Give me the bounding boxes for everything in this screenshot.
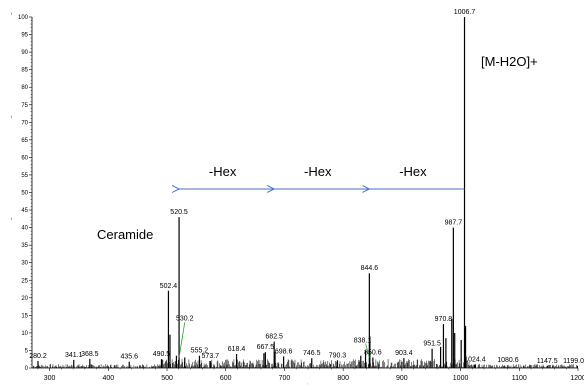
peak-label: 838.1 (354, 337, 372, 344)
peak-label: 903.4 (395, 350, 413, 357)
y-tick-label: 45 (21, 208, 28, 214)
y-tick-label: 70 (21, 120, 28, 126)
y-tick-label: 15 (21, 313, 28, 319)
x-tick-label: 900 (396, 375, 408, 382)
x-tick-label: 1100 (512, 375, 527, 382)
peak-label: 555.2 (191, 348, 209, 355)
y-tick-label: 95 (21, 33, 28, 39)
peak-label: 573.7 (202, 353, 220, 360)
hex-label: -Hex (399, 164, 427, 179)
spectrum-peaks (37, 17, 579, 368)
y-tick-label: 65 (21, 138, 28, 144)
y-tick-label: 10 (21, 331, 28, 337)
y-tick-label: 0 (25, 366, 29, 372)
x-tick-label: 1200 (570, 375, 584, 382)
y-tick-label: 40 (21, 226, 28, 232)
side-label: l (11, 114, 12, 119)
y-tick-label: 5 (25, 348, 29, 354)
y-tick-label: 20 (21, 296, 28, 302)
peak-label: 667.5 (257, 344, 275, 351)
x-tick-label: 600 (220, 375, 232, 382)
side-label: l (11, 216, 12, 221)
hex-label: -Hex (209, 164, 237, 179)
peak-label: 490.5 (153, 351, 171, 358)
x-tick-label: 400 (102, 375, 114, 382)
peak-label: 368.5 (81, 351, 99, 358)
peak-label: 618.4 (228, 346, 246, 353)
peak-label: 1024.4 (464, 356, 486, 363)
peak-label: 1080.6 (497, 357, 519, 364)
x-tick-label: 300 (44, 375, 56, 382)
baseline-noise (32, 359, 577, 368)
peak-label: 1199.0 (563, 358, 584, 365)
x-tick-label: 700 (279, 375, 291, 382)
peak-label: 790.3 (329, 352, 347, 359)
peak-label: 970.8 (435, 316, 453, 323)
side-labels: l l l, (11, 11, 308, 385)
peak-label: 341.1 (65, 352, 83, 359)
y-tick-label: 100 (18, 15, 29, 21)
y-tick-label: 50 (21, 191, 28, 197)
y-tick-label: 55 (21, 173, 28, 179)
peak-label: 850.6 (364, 349, 382, 356)
x-tick-label: 1000 (453, 375, 469, 382)
peak-label: 502.4 (160, 283, 178, 290)
x-tick-label: 800 (337, 375, 349, 382)
peak-label: 951.5 (423, 341, 441, 348)
y-tick-label: 80 (21, 85, 28, 91)
peak-label: 746.5 (303, 350, 321, 357)
y-axis: 0 5 10 15 20 25 30 35 40 45 50 55 60 65 70 75 80 85 90 95 10… (18, 15, 33, 372)
peak-label: 698.6 (275, 348, 293, 355)
leader-line (365, 343, 370, 358)
axis-mark: , (307, 380, 308, 385)
hex-label: -Hex (304, 164, 332, 179)
peak-label: 1147.5 (537, 358, 558, 365)
leader-line (178, 322, 186, 358)
side-label: l (11, 11, 12, 16)
y-tick-label: 90 (21, 50, 28, 56)
peak-label: 987.7 (445, 220, 463, 227)
x-tick-label: 500 (161, 375, 173, 382)
ion-label: [M-H2O]+ (481, 54, 538, 69)
peak-label: 682.5 (265, 334, 283, 341)
annotations: -Hex -Hex -Hex [M-H2O]+ Ceramide (97, 54, 538, 358)
peak-label: 280.2 (29, 353, 47, 360)
y-tick-label: 30 (21, 261, 28, 267)
y-tick-label: 85 (21, 68, 28, 74)
peak-label: 530.2 (176, 315, 194, 322)
peak-label: 1006.7 (454, 9, 476, 16)
y-tick-label: 25 (21, 278, 28, 284)
y-tick-label: 75 (21, 103, 28, 109)
peak-label: 844.6 (361, 265, 379, 272)
peak-label: 435.6 (120, 354, 138, 361)
y-tick-label: 60 (21, 155, 28, 161)
peak-label: 520.5 (170, 209, 188, 216)
y-tick-label: 35 (21, 243, 28, 249)
ceramide-label: Ceramide (97, 227, 153, 242)
noise-path (32, 359, 577, 368)
